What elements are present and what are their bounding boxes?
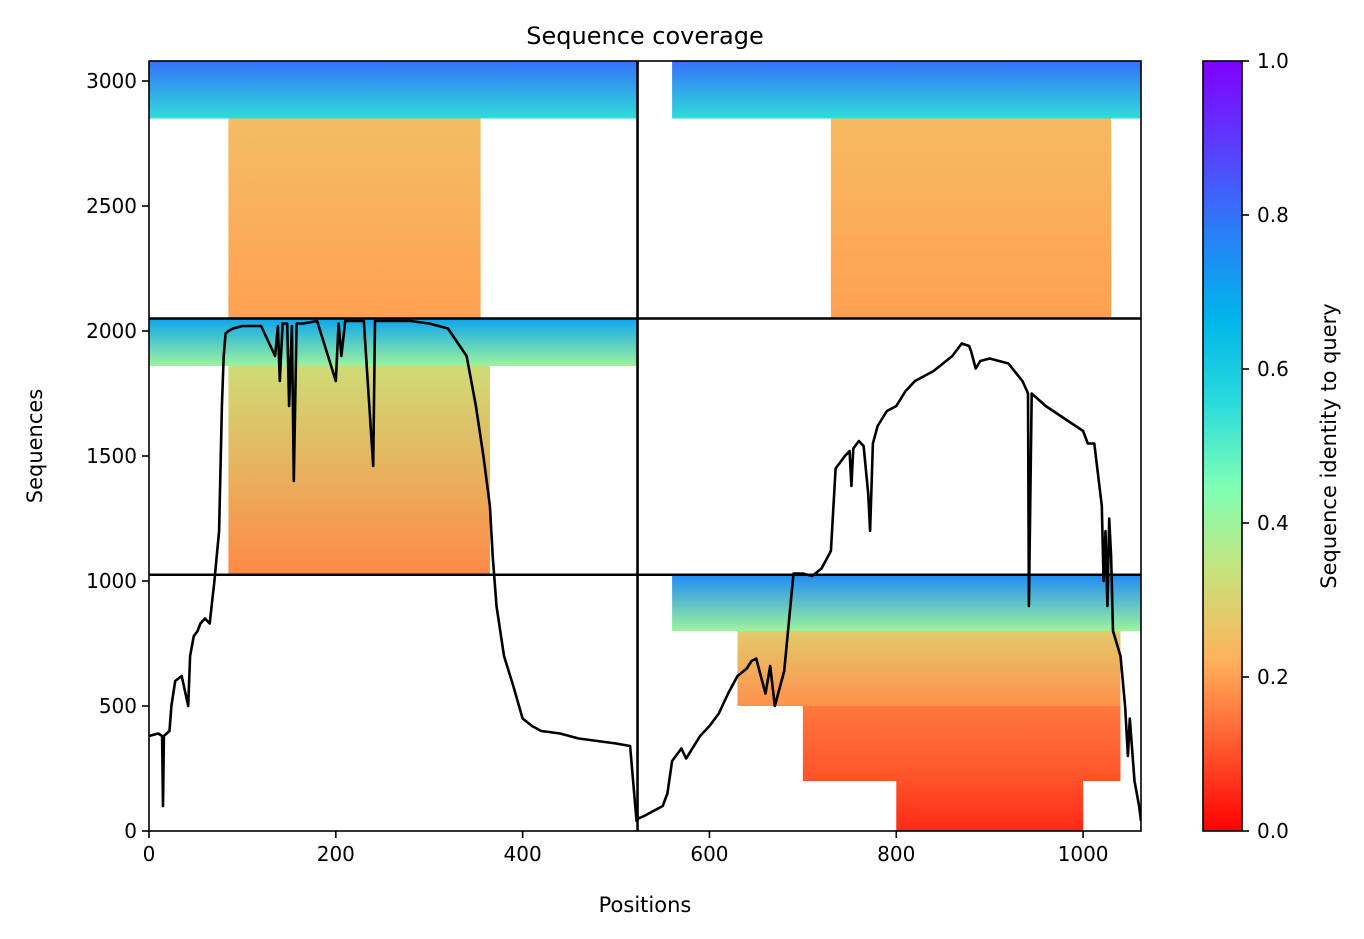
x-axis-ticks: 0 200 400 600 800 1000	[143, 831, 1109, 866]
segment-boundaries	[149, 61, 1141, 831]
coverage-block	[228, 118, 481, 319]
coverage-block	[802, 706, 1121, 781]
coverage-block	[830, 118, 1112, 319]
y-tick-label: 1000	[86, 569, 137, 593]
colorbar-tick-label: 1.0	[1257, 49, 1289, 73]
y-tick-label: 2000	[86, 319, 137, 343]
colorbar-tick-label: 0.6	[1257, 357, 1289, 381]
x-tick-label: 400	[504, 842, 542, 866]
x-tick-label: 600	[690, 842, 728, 866]
x-tick-label: 0	[143, 842, 156, 866]
x-axis-label: Positions	[599, 893, 692, 917]
coverage-block	[672, 61, 1141, 119]
colorbar	[1202, 60, 1243, 832]
y-tick-label: 0	[124, 819, 137, 843]
colorbar-label: Sequence identity to query	[1317, 303, 1341, 588]
x-tick-label: 800	[877, 842, 915, 866]
coverage-block	[228, 366, 490, 575]
coverage-heatmap	[149, 61, 1141, 831]
chart-title: Sequence coverage	[526, 22, 763, 50]
colorbar-tick-label: 0.2	[1257, 665, 1289, 689]
y-axis-ticks: 0 500 1000 1500 2000 2500 3000	[86, 69, 149, 843]
coverage-block	[149, 61, 638, 119]
coverage-block	[672, 574, 1141, 631]
colorbar-tick-label: 0.4	[1257, 511, 1289, 535]
coverage-block	[737, 631, 1121, 706]
y-tick-label: 1500	[86, 444, 137, 468]
plot-area	[149, 61, 1141, 831]
coverage-block	[896, 781, 1084, 831]
y-axis-label: Sequences	[23, 389, 47, 504]
plot-frame	[148, 60, 1142, 832]
coverage-block	[149, 318, 638, 366]
coverage-line	[149, 319, 1141, 823]
colorbar-tick-label: 0.8	[1257, 203, 1289, 227]
colorbar-tick-label: 0.0	[1257, 819, 1289, 843]
y-tick-label: 2500	[86, 194, 137, 218]
x-tick-label: 200	[317, 842, 355, 866]
y-tick-label: 3000	[86, 69, 137, 93]
y-tick-label: 500	[99, 694, 137, 718]
colorbar-ticks: 0.0 0.2 0.4 0.6 0.8 1.0	[1242, 49, 1289, 843]
x-tick-label: 1000	[1058, 842, 1109, 866]
